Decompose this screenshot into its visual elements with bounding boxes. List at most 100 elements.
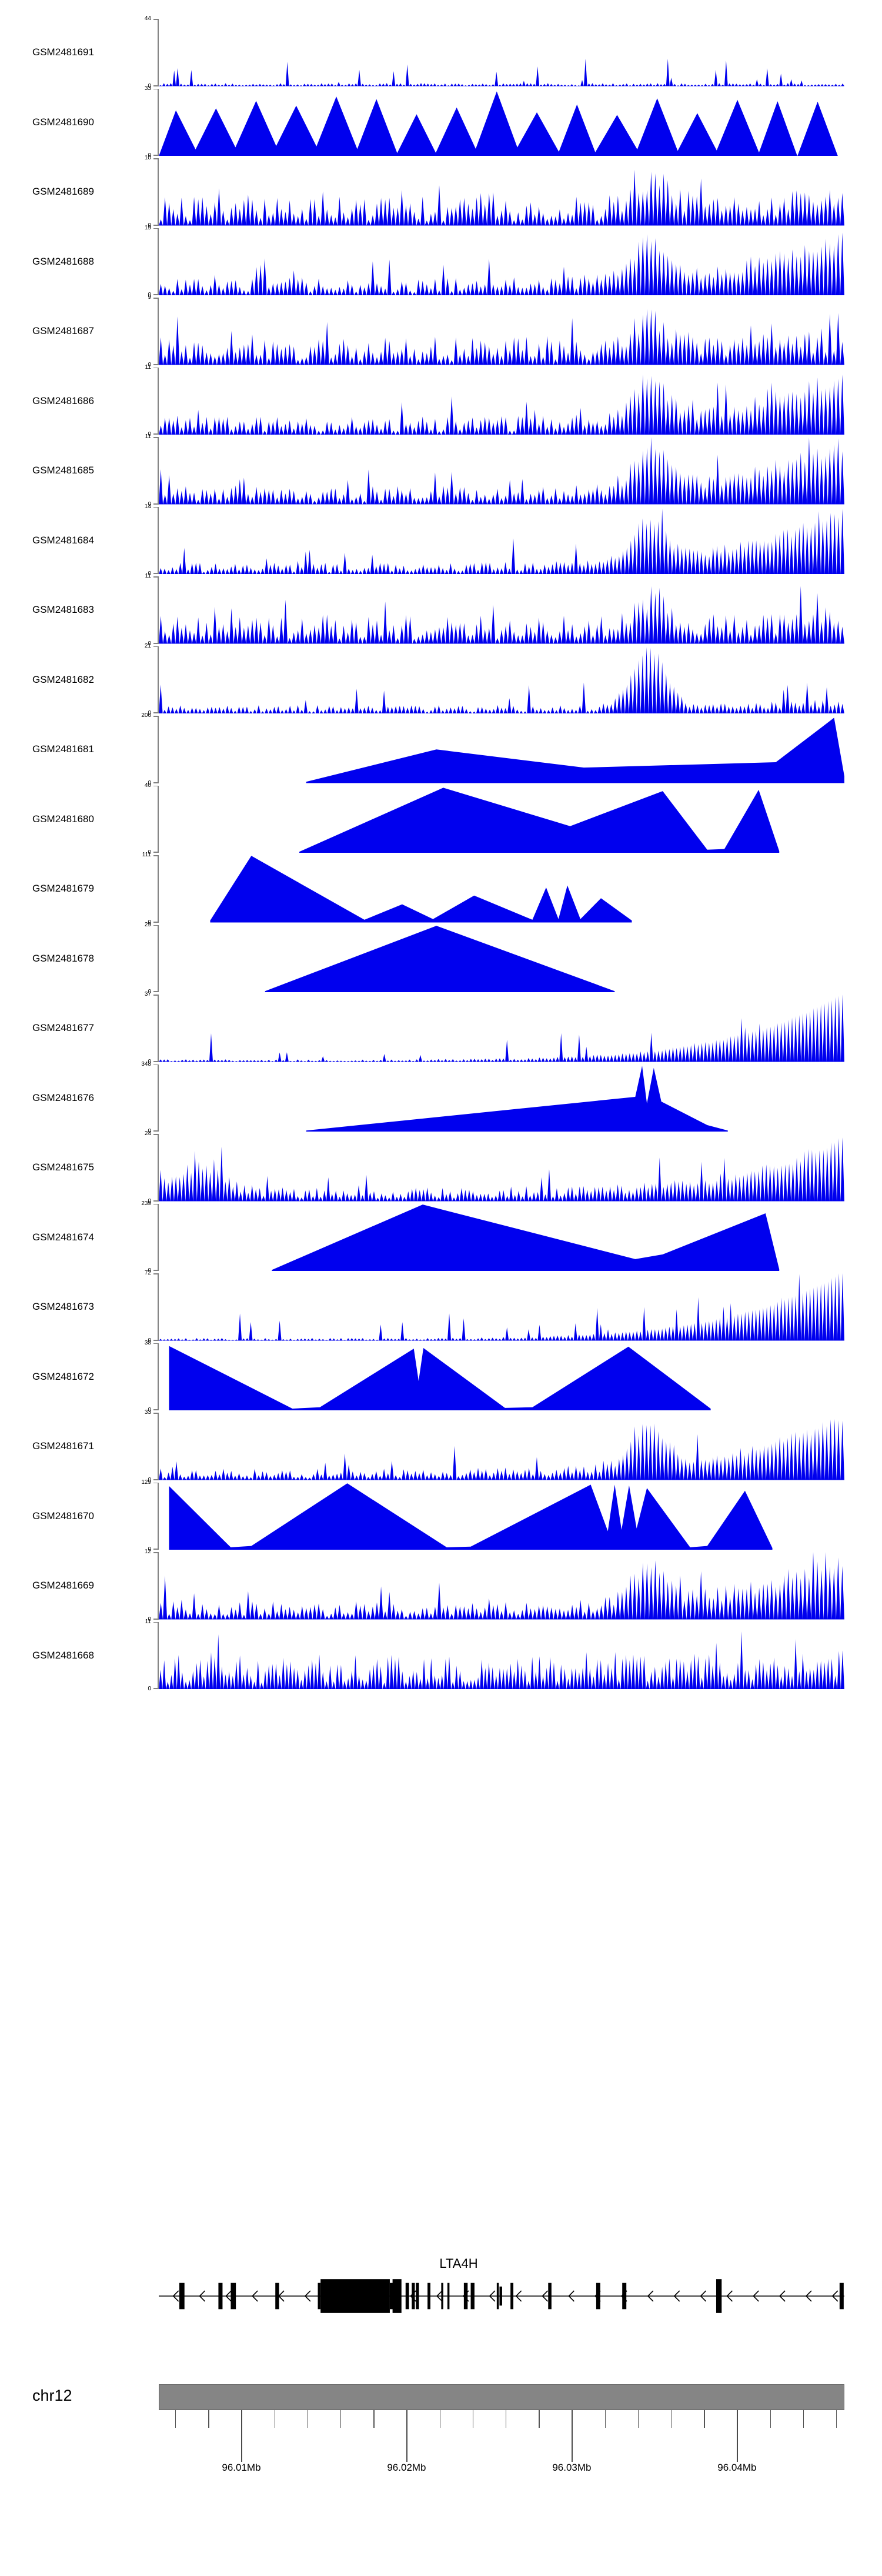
coverage-track-row: GSM2481690 33 0 — [0, 85, 882, 159]
y-axis-line — [158, 1343, 159, 1410]
gene-model-body[interactable] — [159, 2275, 844, 2317]
y-axis-tick-max — [153, 1552, 159, 1553]
y-axis-min-value: 0 — [148, 640, 151, 647]
y-axis-tick-max — [153, 1482, 159, 1484]
ruler-tick-label: 96.02Mb — [387, 2462, 426, 2473]
y-axis-tick-min — [153, 1270, 159, 1271]
coverage-plot[interactable] — [159, 1483, 844, 1550]
y-axis-max-value: 44 — [144, 15, 151, 22]
y-axis-max-value: 9 — [148, 294, 151, 301]
coverage-plot[interactable] — [159, 158, 844, 226]
y-axis-min-value: 0 — [148, 82, 151, 89]
track-y-axis: 348 0 — [141, 1061, 159, 1134]
coverage-plot[interactable] — [159, 1204, 844, 1271]
coverage-plot[interactable] — [159, 855, 844, 923]
y-axis-tick-max — [153, 925, 159, 926]
y-axis-min-value: 0 — [148, 1476, 151, 1483]
track-sample-label: GSM2481672 — [32, 1370, 94, 1382]
coverage-plot[interactable] — [159, 298, 844, 365]
coverage-track-row: GSM2481677 37 0 — [0, 991, 882, 1065]
y-axis-line — [158, 1203, 159, 1271]
y-axis-min-value: 0 — [148, 989, 151, 995]
y-axis-line — [158, 576, 159, 644]
track-sample-label: GSM2481681 — [32, 743, 94, 755]
y-axis-min-value: 0 — [148, 1267, 151, 1274]
y-axis-max-value: 348 — [141, 1060, 151, 1067]
y-axis-tick-max — [153, 1621, 159, 1623]
y-axis-line — [158, 158, 159, 226]
coverage-plot[interactable] — [159, 1413, 844, 1480]
coverage-plot[interactable] — [159, 1134, 844, 1202]
y-axis-max-value: 37 — [144, 991, 151, 997]
y-axis-line — [158, 925, 159, 992]
coverage-plot[interactable] — [159, 1273, 844, 1341]
y-axis-max-value: 19 — [144, 224, 151, 231]
y-axis-line — [158, 1413, 159, 1480]
coverage-plot[interactable] — [159, 507, 844, 574]
y-axis-min-value: 0 — [148, 1128, 151, 1134]
coverage-plot[interactable] — [159, 89, 844, 156]
track-sample-label: GSM2481685 — [32, 465, 94, 476]
y-axis-tick-max — [153, 855, 159, 856]
coverage-track-row: GSM2481687 9 0 — [0, 294, 882, 368]
y-axis-max-value: 33 — [144, 85, 151, 92]
y-axis-tick-max — [153, 367, 159, 369]
y-axis-min-value: 0 — [148, 1337, 151, 1344]
coverage-plot[interactable] — [159, 1552, 844, 1620]
gene-name-text: LTA4H — [439, 2256, 478, 2271]
y-axis-line — [158, 19, 159, 86]
y-axis-tick-max — [153, 158, 159, 159]
y-axis-max-value: 206 — [141, 712, 151, 719]
ruler-minor-tick — [175, 2410, 176, 2428]
track-sample-label: GSM2481691 — [32, 46, 94, 58]
y-axis-tick-min — [153, 1479, 159, 1480]
track-sample-label: GSM2481678 — [32, 952, 94, 964]
y-axis-tick-min — [153, 852, 159, 853]
coverage-plot[interactable] — [159, 1343, 844, 1410]
coverage-plot[interactable] — [159, 1065, 844, 1132]
y-axis-tick-max — [153, 716, 159, 717]
y-axis-tick-min — [153, 1339, 159, 1341]
y-axis-tick-min — [153, 1409, 159, 1410]
chromosome-axis-track: chr12 96.01Mb 96.02Mb 96.03Mb 96.04Mb — [0, 2370, 882, 2564]
track-sample-label: GSM2481677 — [32, 1022, 94, 1034]
track-y-axis: 40 0 — [145, 782, 159, 856]
coverage-plot[interactable] — [159, 646, 844, 713]
coverage-track-row: GSM2481676 348 0 — [0, 1061, 882, 1134]
y-axis-min-value: 0 — [148, 849, 151, 856]
coverage-plot[interactable] — [159, 19, 844, 86]
track-y-axis: 29 0 — [145, 922, 159, 995]
coverage-plot[interactable] — [159, 716, 844, 783]
gene-model-track: LTA4H — [0, 2253, 882, 2329]
coverage-plot[interactable] — [159, 368, 844, 435]
coverage-plot[interactable] — [159, 995, 844, 1062]
y-axis-tick-min — [153, 1200, 159, 1202]
y-axis-line — [158, 1134, 159, 1202]
coverage-plot[interactable] — [159, 437, 844, 505]
y-axis-tick-min — [153, 224, 159, 226]
y-axis-tick-min — [153, 1688, 159, 1689]
y-axis-min-value: 0 — [148, 1686, 151, 1692]
coverage-plot[interactable] — [159, 576, 844, 644]
coverage-plot[interactable] — [159, 786, 844, 853]
coverage-plot[interactable] — [159, 925, 844, 992]
y-axis-tick-min — [153, 1060, 159, 1062]
track-sample-label: GSM2481686 — [32, 395, 94, 406]
y-axis-line — [158, 1482, 159, 1550]
coverage-track-row: GSM2481672 38 0 — [0, 1340, 882, 1413]
y-axis-tick-min — [153, 642, 159, 644]
track-y-axis: 72 0 — [145, 1270, 159, 1344]
y-axis-max-value: 129 — [141, 1479, 151, 1486]
track-y-axis: 14 0 — [145, 503, 159, 577]
ruler-minor-tick — [803, 2410, 804, 2428]
coverage-plot[interactable] — [159, 228, 844, 295]
chromosome-label: chr12 — [32, 2387, 72, 2404]
y-axis-min-value: 0 — [148, 1616, 151, 1623]
coverage-track-row: GSM2481678 29 0 — [0, 922, 882, 995]
coverage-plot[interactable] — [159, 1622, 844, 1689]
coverage-track-row: GSM2481680 40 0 — [0, 782, 882, 856]
y-axis-tick-max — [153, 1134, 159, 1135]
chromosome-bar[interactable] — [159, 2384, 844, 2410]
track-sample-label: GSM2481689 — [32, 186, 94, 198]
track-y-axis: 10 0 — [145, 155, 159, 228]
